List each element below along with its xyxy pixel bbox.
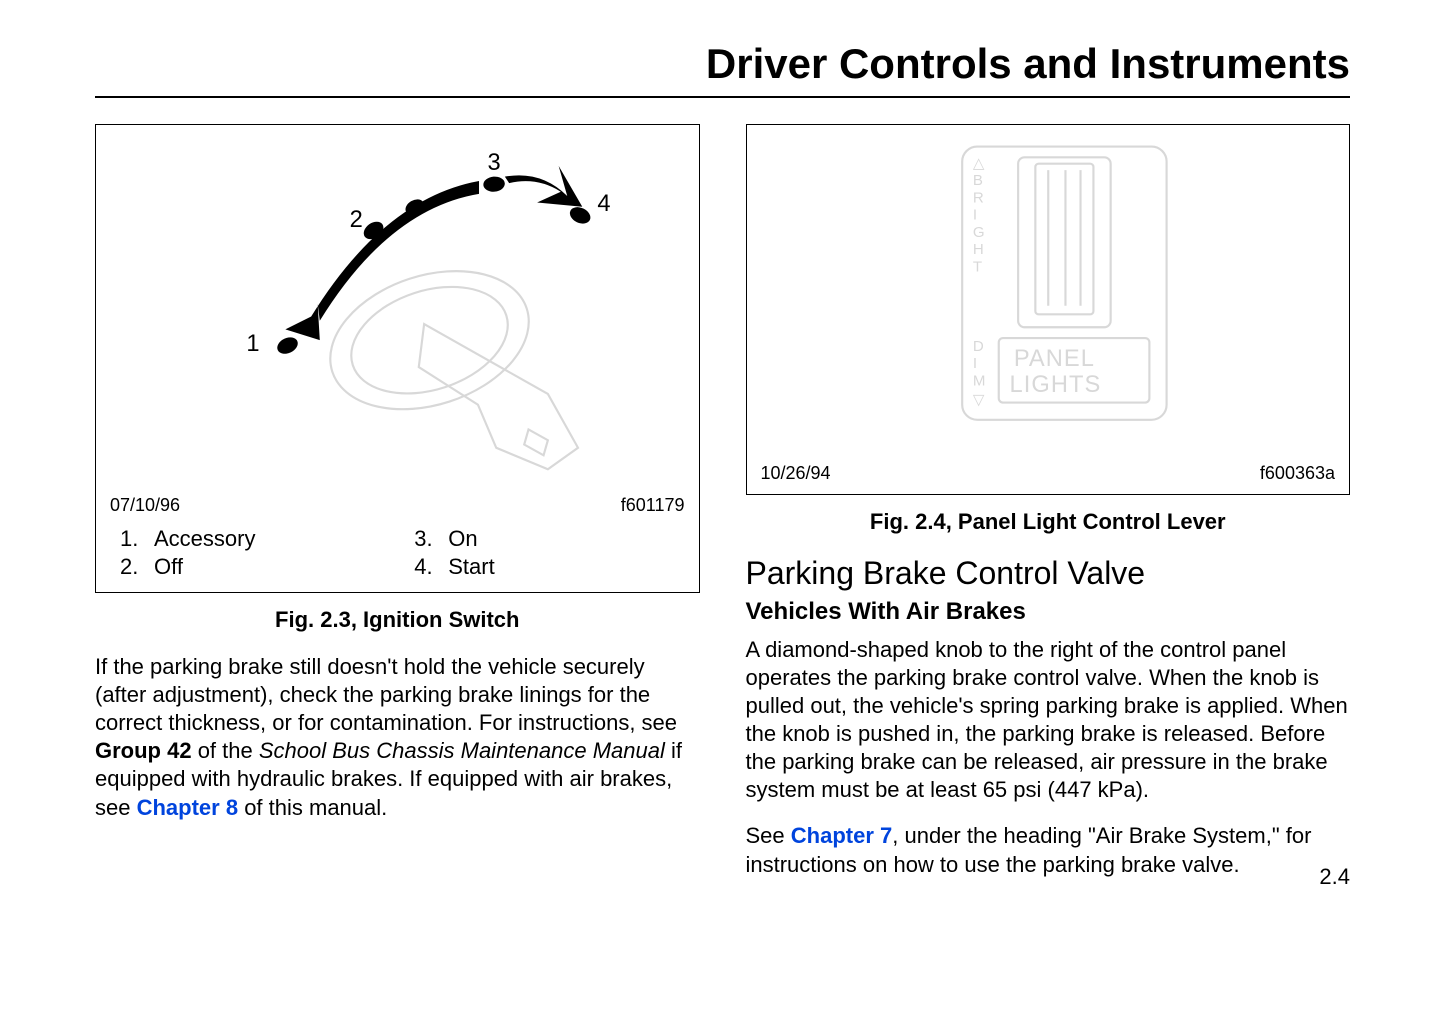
svg-text:I: I — [972, 355, 976, 372]
legend-item: 1. Accessory — [120, 526, 390, 552]
legend-item: 4. Start — [414, 554, 684, 580]
panel-text-2: LIGHTS — [1009, 372, 1101, 398]
svg-text:▽: ▽ — [972, 392, 984, 409]
title-rule — [95, 96, 1350, 98]
svg-text:M: M — [972, 372, 985, 389]
svg-text:G: G — [972, 224, 984, 241]
legend-label: Accessory — [154, 526, 255, 552]
text-span: of this manual. — [238, 795, 387, 820]
svg-text:B: B — [972, 172, 982, 189]
panel-light-lever-illustration: △ B R I G H T D I M ▽ PANEL LIGHTS — [747, 125, 1350, 459]
callout-3: 3 — [487, 150, 500, 176]
callout-1: 1 — [246, 331, 259, 357]
figure-meta-row: 10/26/94 f600363a — [747, 459, 1350, 494]
right-body-p2: See Chapter 7, under the heading "Air Br… — [746, 822, 1351, 878]
figure-legend: 1. Accessory 3. On 2. Off 4. — [96, 526, 699, 592]
figure-date: 10/26/94 — [761, 463, 831, 484]
figure-2-4-container: △ B R I G H T D I M ▽ PANEL LIGHTS — [746, 124, 1351, 495]
text-span: of the — [192, 738, 259, 763]
svg-text:I: I — [972, 207, 976, 224]
legend-label: On — [448, 526, 477, 552]
page-title: Driver Controls and Instruments — [95, 40, 1350, 88]
callout-4: 4 — [597, 191, 610, 217]
section-heading-parking-brake: Parking Brake Control Valve — [746, 555, 1351, 592]
panel-text-1: PANEL — [1013, 346, 1094, 372]
figure-date: 07/10/96 — [110, 495, 180, 516]
legend-label: Off — [154, 554, 183, 580]
subsection-heading-air-brakes: Vehicles With Air Brakes — [746, 598, 1351, 626]
left-body-paragraph: If the parking brake still doesn't hold … — [95, 653, 700, 822]
legend-num: 3. — [414, 526, 448, 552]
figure-ref: f601179 — [621, 495, 685, 516]
legend-label: Start — [448, 554, 494, 580]
svg-text:D: D — [972, 338, 983, 355]
legend-num: 1. — [120, 526, 154, 552]
figure-ref: f600363a — [1260, 463, 1335, 484]
svg-text:T: T — [972, 258, 981, 275]
legend-item: 3. On — [414, 526, 684, 552]
figure-2-3-container: 1 2 3 4 07/10/96 f601179 1. Accessory — [95, 124, 700, 593]
manual-title: School Bus Chassis Maintenance Manual — [259, 738, 665, 763]
figure-2-4-title: Fig. 2.4, Panel Light Control Lever — [746, 509, 1351, 535]
svg-text:△: △ — [972, 155, 984, 172]
right-column: △ B R I G H T D I M ▽ PANEL LIGHTS — [746, 124, 1351, 897]
figure-2-3-title: Fig. 2.3, Ignition Switch — [95, 607, 700, 633]
page-number: 2.4 — [1319, 864, 1350, 890]
chapter-7-link[interactable]: Chapter 7 — [791, 823, 892, 848]
group-ref: Group 42 — [95, 738, 192, 763]
two-column-layout: 1 2 3 4 07/10/96 f601179 1. Accessory — [95, 124, 1350, 897]
document-page: Driver Controls and Instruments — [0, 0, 1445, 1018]
ignition-switch-illustration: 1 2 3 4 — [96, 125, 699, 491]
svg-text:H: H — [972, 241, 983, 258]
svg-text:R: R — [972, 189, 983, 206]
legend-num: 2. — [120, 554, 154, 580]
legend-item: 2. Off — [120, 554, 390, 580]
left-column: 1 2 3 4 07/10/96 f601179 1. Accessory — [95, 124, 700, 897]
figure-meta-row: 07/10/96 f601179 — [96, 491, 699, 526]
right-body-p1: A diamond-shaped knob to the right of th… — [746, 636, 1351, 805]
chapter-8-link[interactable]: Chapter 8 — [137, 795, 238, 820]
legend-num: 4. — [414, 554, 448, 580]
text-span: See — [746, 823, 791, 848]
text-span: If the parking brake still doesn't hold … — [95, 654, 677, 735]
callout-2: 2 — [350, 207, 363, 233]
